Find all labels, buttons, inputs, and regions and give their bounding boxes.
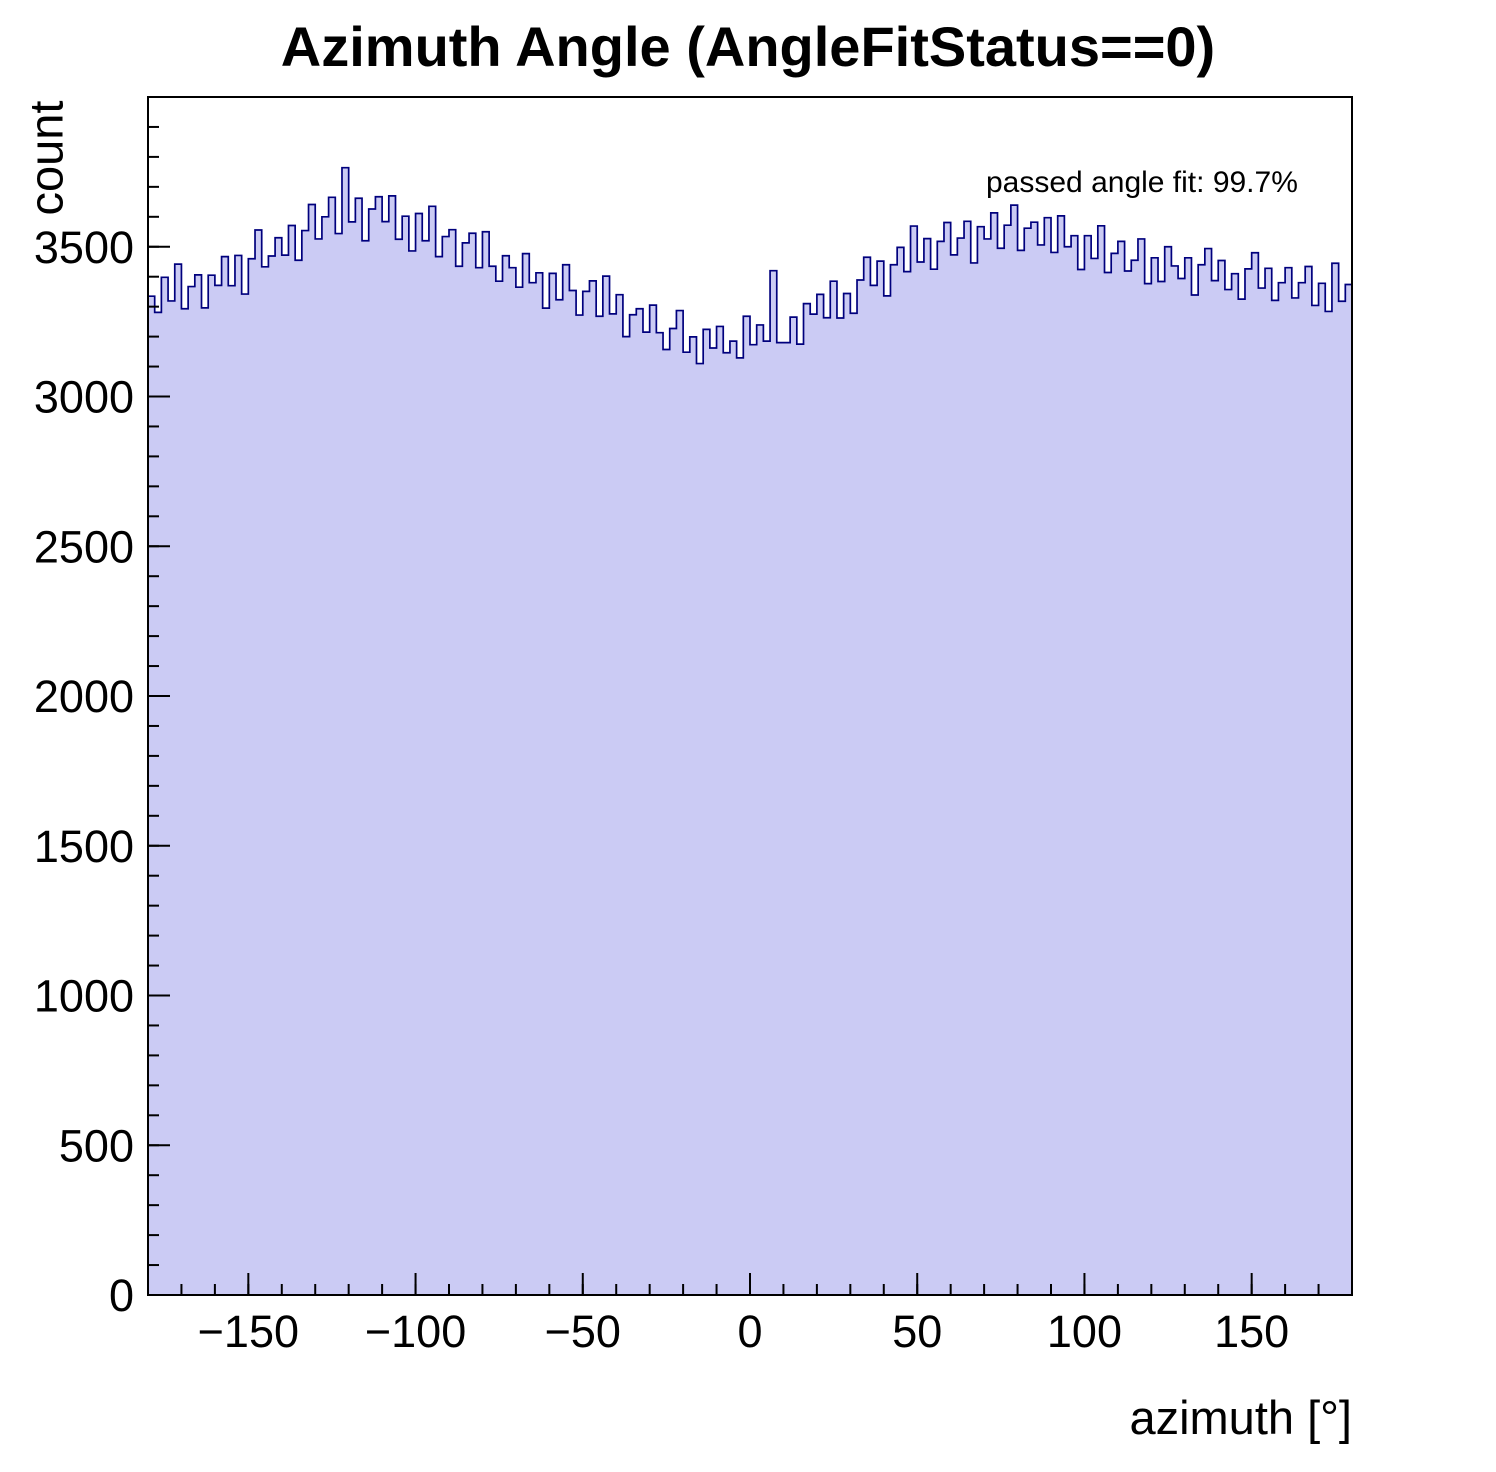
y-tick-label: 0 [109, 1270, 134, 1321]
plot-frame [147, 96, 1353, 1296]
chart-title: Azimuth Angle (AngleFitStatus==0) [280, 15, 1216, 78]
x-tick-label: 100 [1047, 1306, 1122, 1357]
passed-angle-fit-annotation: passed angle fit: 99.7% [986, 166, 1298, 199]
x-tick-label: 50 [892, 1306, 942, 1357]
y-tick-label: 1000 [34, 971, 134, 1022]
y-tick-label: 3000 [34, 372, 134, 423]
histogram-outline [148, 166, 1352, 365]
y-tick-label: 3500 [34, 222, 134, 273]
x-tick-label: −50 [545, 1306, 621, 1357]
y-tick-label: 2500 [34, 521, 134, 572]
x-tick-label: 0 [737, 1306, 762, 1357]
y-tick-label: 1500 [34, 821, 134, 872]
y-tick-label: 2000 [34, 671, 134, 722]
x-tick-label: −150 [198, 1306, 299, 1357]
histogram-fill [148, 167, 1352, 1296]
x-tick-label: −100 [365, 1306, 466, 1357]
x-tick-label: 150 [1214, 1306, 1289, 1357]
x-axis-title: azimuth [°] [1129, 1391, 1352, 1444]
y-tick-label: 500 [59, 1120, 134, 1171]
